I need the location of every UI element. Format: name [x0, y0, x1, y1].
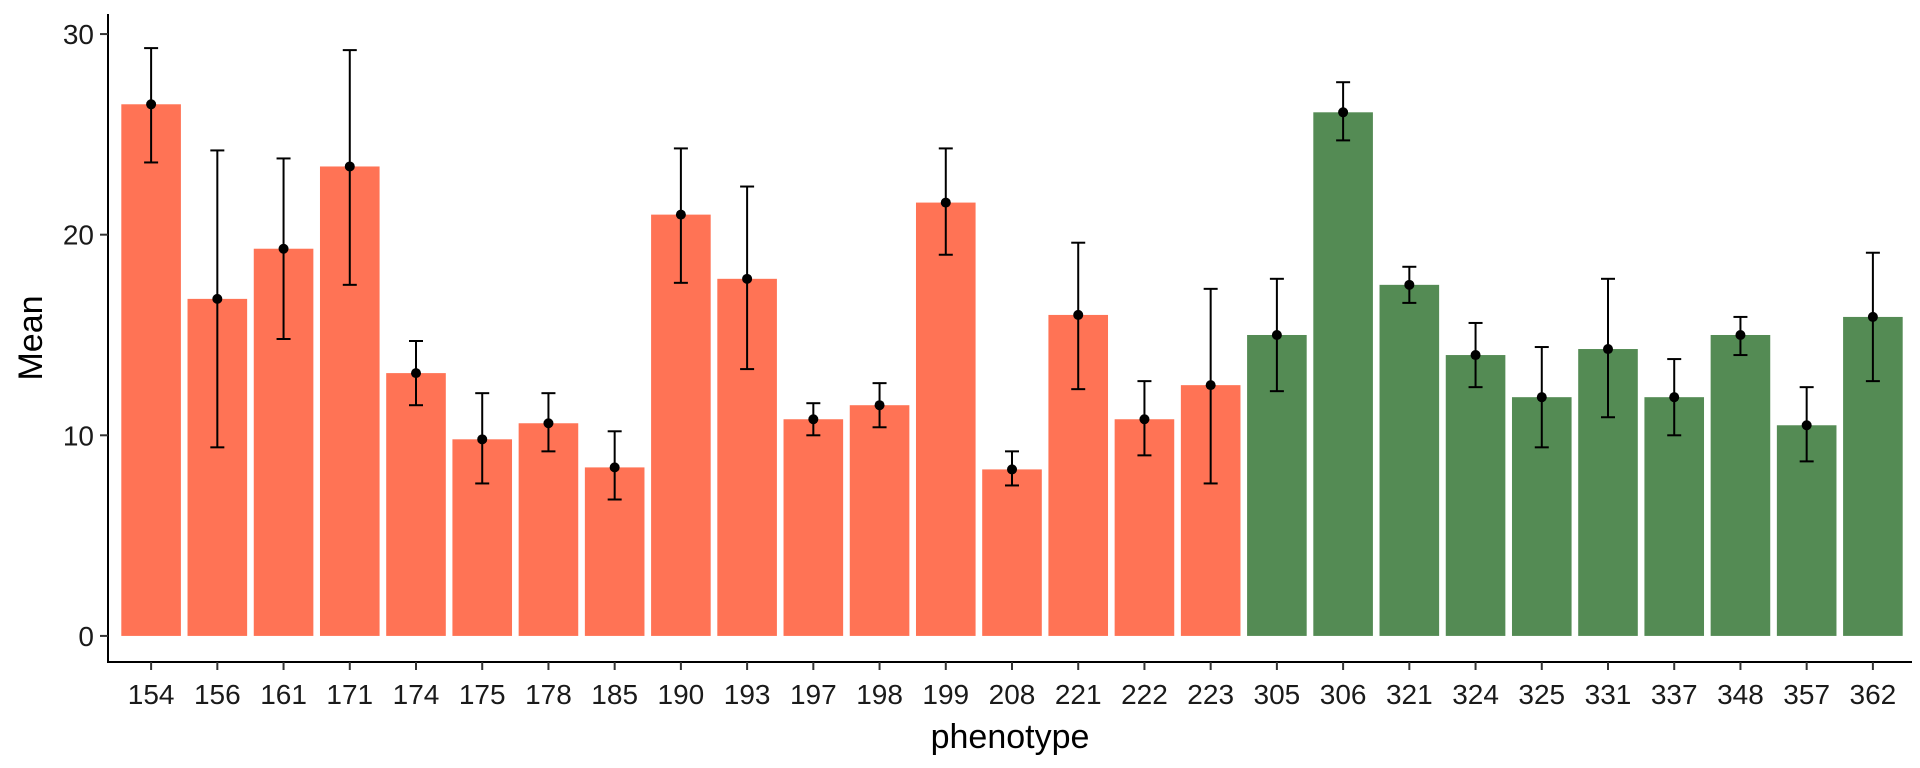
mean-point-197	[808, 414, 819, 425]
x-tick-label: 324	[1452, 679, 1499, 710]
mean-point-178	[543, 418, 554, 429]
y-tick-label: 20	[63, 220, 94, 251]
x-tick-label: 305	[1254, 679, 1301, 710]
x-tick-label: 221	[1055, 679, 1102, 710]
y-ticks: 0 10 20 30	[63, 19, 108, 652]
mean-point-324	[1470, 350, 1481, 361]
x-tick-label: 208	[989, 679, 1036, 710]
bar-324	[1445, 355, 1506, 636]
x-tick-label: 223	[1187, 679, 1234, 710]
mean-point-190	[675, 209, 686, 220]
mean-point-306	[1338, 107, 1349, 118]
x-tick-label: 193	[724, 679, 771, 710]
mean-point-193	[742, 273, 753, 284]
mean-point-208	[1007, 464, 1017, 475]
x-tick-label: 199	[922, 679, 969, 710]
bar-208	[982, 469, 1042, 636]
mean-point-199	[940, 197, 951, 208]
x-tick-label: 337	[1651, 679, 1698, 710]
bar-306	[1313, 112, 1373, 636]
bar-337	[1644, 397, 1705, 636]
x-tick-label: 174	[393, 679, 440, 710]
x-tick-label: 185	[591, 679, 638, 710]
mean-point-174	[411, 368, 421, 379]
mean-point-305	[1271, 329, 1282, 340]
mean-point-221	[1073, 309, 1084, 320]
bar-197	[783, 419, 844, 636]
bar-174	[386, 373, 446, 636]
x-tick-label: 362	[1850, 679, 1897, 710]
x-tick-label: 156	[194, 679, 241, 710]
x-tick-label: 198	[856, 679, 903, 710]
mean-point-348	[1735, 329, 1746, 340]
mean-point-325	[1536, 392, 1547, 403]
mean-point-357	[1801, 420, 1812, 431]
mean-point-198	[874, 400, 885, 411]
x-tick-label: 178	[525, 679, 572, 710]
mean-point-161	[278, 243, 289, 254]
x-tick-label: 325	[1518, 679, 1565, 710]
x-axis-title: phenotype	[931, 718, 1090, 756]
bar-190	[651, 214, 711, 636]
mean-point-362	[1867, 311, 1878, 322]
bar-321	[1379, 284, 1440, 636]
x-tick-label: 171	[326, 679, 373, 710]
mean-point-321	[1404, 279, 1415, 290]
bar-154	[121, 104, 181, 636]
mean-point-223	[1205, 380, 1216, 391]
x-tick-label: 348	[1717, 679, 1764, 710]
y-tick-label: 10	[63, 420, 94, 451]
bar-178	[518, 423, 579, 636]
mean-point-185	[609, 462, 620, 473]
y-axis-title: Mean	[12, 295, 50, 380]
x-tick-label: 306	[1320, 679, 1367, 710]
x-tick-label: 222	[1121, 679, 1168, 710]
x-tick-label: 197	[790, 679, 837, 710]
y-tick-label: 30	[63, 19, 94, 50]
y-tick-label: 0	[78, 621, 94, 652]
bars-layer	[121, 104, 1903, 636]
x-tick-label: 175	[459, 679, 506, 710]
x-tick-label: 154	[128, 679, 175, 710]
mean-point-154	[146, 99, 157, 110]
bar-348	[1710, 334, 1771, 636]
mean-point-171	[344, 161, 355, 172]
bar-198	[849, 405, 910, 636]
axes-layer	[107, 14, 1912, 663]
x-tick-label: 331	[1585, 679, 1632, 710]
mean-points-layer	[146, 99, 1878, 475]
x-tick-label: 190	[658, 679, 705, 710]
mean-point-222	[1139, 414, 1150, 425]
mean-point-175	[477, 434, 488, 445]
x-tick-label: 161	[260, 679, 307, 710]
x-tick-label: 357	[1783, 679, 1830, 710]
mean-point-156	[212, 293, 223, 304]
mean-point-337	[1669, 392, 1680, 403]
mean-point-331	[1603, 344, 1613, 355]
bar-199	[915, 202, 976, 636]
x-ticks: 154 156 161 171 174 175 178 185 190 193 197 198 199 2…	[128, 662, 1896, 710]
x-tick-label: 321	[1386, 679, 1433, 710]
